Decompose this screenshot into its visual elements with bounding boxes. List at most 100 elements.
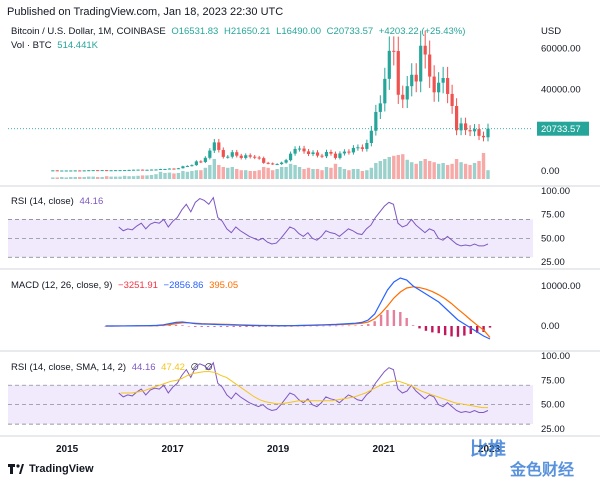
volume-bar <box>60 177 64 179</box>
volume-bar <box>127 176 131 179</box>
volume-bar <box>69 177 73 179</box>
macd-histogram-bar <box>335 325 338 327</box>
macd-histogram-bar <box>302 325 306 327</box>
candle-body <box>257 157 261 159</box>
candle-body <box>410 74 414 87</box>
watermark-line-2: 金色财经 <box>510 460 575 479</box>
volume-bar <box>149 175 154 179</box>
footer-brand[interactable]: TradingView <box>8 463 94 475</box>
macd-value-3: 395.05 <box>209 280 239 291</box>
macd-histogram-bar <box>456 326 460 337</box>
volume-bar <box>351 169 356 179</box>
volume-bar <box>302 169 306 179</box>
volume-bar <box>199 170 203 179</box>
candle-body <box>230 152 234 157</box>
candle-body <box>190 165 194 167</box>
volume-bar <box>104 176 109 179</box>
last-price-badge <box>537 121 589 136</box>
candle-body <box>199 161 203 163</box>
macd-histogram-bar <box>264 326 267 327</box>
volume-bar <box>172 173 176 179</box>
volume-bar <box>190 171 194 179</box>
rsi-axis-tick: 25.00 <box>541 257 565 268</box>
candle-body <box>127 169 131 171</box>
volume-bar <box>118 176 122 179</box>
volume-bar <box>320 170 324 179</box>
macd-legend: MACD (12, 26, close, 9) −3251.91 −2856.8… <box>11 280 241 291</box>
published-header: Published on TradingView.com, Jan 18, 20… <box>7 6 284 18</box>
macd-histogram-bar <box>437 326 440 334</box>
rsi2-value-3: ∅ <box>190 362 199 373</box>
volume-bar <box>441 163 445 179</box>
volume-bar <box>383 159 387 179</box>
macd-histogram-bar <box>463 326 466 336</box>
rsi-line <box>118 361 489 413</box>
time-axis-tick: 2019 <box>267 444 290 455</box>
candle-body <box>194 161 198 166</box>
candle-body <box>414 74 418 82</box>
candle-body <box>329 151 333 154</box>
volume-bar <box>486 170 490 179</box>
candle-body <box>262 158 266 163</box>
macd-histogram-bar <box>328 325 332 327</box>
volume-bar <box>91 176 95 179</box>
candle-body <box>176 168 181 170</box>
candle-body <box>100 170 104 172</box>
macd-histogram-bar <box>258 326 261 327</box>
volume-bar <box>109 176 113 179</box>
candle-body <box>87 170 91 172</box>
volume-bar <box>239 170 243 179</box>
candle-body <box>477 129 481 136</box>
candle-body <box>356 147 360 149</box>
candle-body <box>369 130 373 144</box>
macd-label: MACD (12, 26, close, 9) <box>11 280 113 291</box>
volume-bar <box>329 167 333 179</box>
candle-body <box>441 78 445 83</box>
volume-bar <box>405 159 409 179</box>
macd-histogram-bar <box>322 325 325 327</box>
candle-body <box>136 169 140 171</box>
watermark-line-1: 比推 <box>470 439 506 460</box>
volume-value: 514.441K <box>57 40 98 51</box>
volume-bar <box>293 165 297 179</box>
volume-bar <box>95 177 100 179</box>
volume-bar <box>253 171 257 179</box>
rsi2-value-4: ∅ <box>204 362 213 373</box>
candle-body <box>311 152 315 155</box>
volume-bar <box>122 175 127 179</box>
candle-body <box>360 147 364 149</box>
volume-bar <box>217 165 221 179</box>
time-axis-tick: 2021 <box>373 444 396 455</box>
volume-bar <box>396 155 400 179</box>
rsi-line <box>118 196 489 247</box>
volume-bar <box>181 171 185 179</box>
candle-body <box>64 170 68 172</box>
candle-body <box>212 142 216 151</box>
volume-bar <box>468 165 472 179</box>
candle-body <box>154 169 158 171</box>
candle-body <box>114 170 118 172</box>
candle-body <box>163 169 167 171</box>
macd-histogram-bar <box>232 326 235 327</box>
volume-bar <box>167 172 172 179</box>
candle-body <box>208 150 212 158</box>
main-legend: Bitcoin / U.S. Dollar, 1M, COINBASE O165… <box>11 26 468 37</box>
candle-body <box>396 51 400 95</box>
macd-histogram-bar <box>424 326 428 331</box>
volume-bar <box>261 167 266 179</box>
rsi-value: 44.16 <box>79 196 104 207</box>
price-axis-tick: 0.00 <box>541 166 560 177</box>
volume-bar <box>163 173 167 179</box>
rsi-sma-line <box>120 371 488 409</box>
macd-histogram-bar <box>469 326 472 334</box>
candle-body <box>55 170 59 172</box>
macd-histogram-bar <box>213 326 216 327</box>
candle-body <box>288 153 293 161</box>
volume-bar <box>221 167 225 179</box>
candle-body <box>51 170 55 172</box>
rsi-axis-tick: 50.00 <box>541 400 565 411</box>
macd-axis-tick: 10000.00 <box>541 281 581 292</box>
candle-body <box>428 54 432 77</box>
rsi-axis-tick: 75.00 <box>541 375 565 386</box>
